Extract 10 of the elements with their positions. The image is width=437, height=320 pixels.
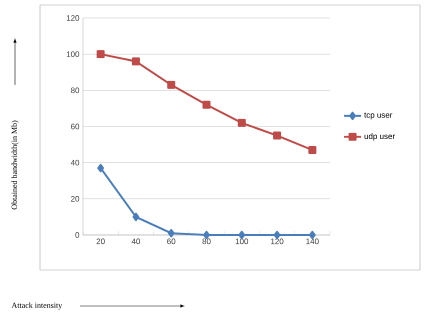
point [168,228,175,238]
point [132,57,140,66]
point [132,212,140,222]
point [96,50,105,58]
point [308,146,316,154]
point [97,164,104,172]
point [273,132,282,140]
point [167,80,176,89]
point [238,118,246,127]
point [202,100,211,109]
